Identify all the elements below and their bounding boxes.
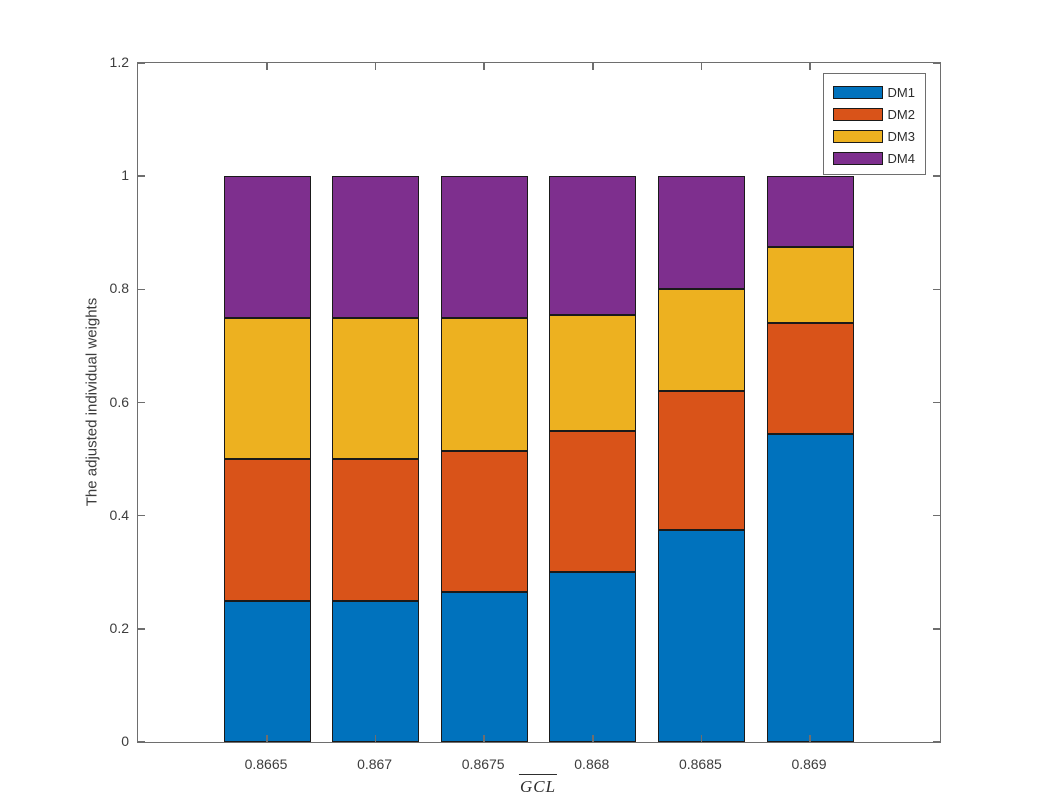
legend-row-DM4: DM4 bbox=[824, 147, 925, 169]
x-tick-top bbox=[592, 63, 594, 70]
x-tick-label-0.869: 0.869 bbox=[791, 756, 827, 772]
y-tick-label-1.2: 1.2 bbox=[109, 54, 129, 70]
y-tick-right bbox=[933, 401, 940, 404]
y-tick-left bbox=[138, 628, 145, 630]
y-tick-left bbox=[138, 288, 145, 291]
legend-label-DM2: DM2 bbox=[887, 106, 915, 122]
bar-segment-DM3-0.8675 bbox=[440, 317, 528, 451]
y-tick-label-0.2: 0.2 bbox=[109, 619, 129, 636]
bar-segment-DM3-0.8685 bbox=[657, 289, 745, 392]
x-tick-top bbox=[809, 63, 811, 70]
bar-segment-DM3-0.8665 bbox=[223, 317, 311, 460]
bar-segment-DM3-0.868 bbox=[549, 314, 637, 431]
legend: DM1 DM2 DM3 DM4 bbox=[822, 73, 926, 175]
legend-label-DM1: DM1 bbox=[887, 84, 915, 100]
bar-segment-DM2-0.8675 bbox=[440, 450, 528, 593]
x-tick-label-0.8675: 0.8675 bbox=[461, 756, 505, 772]
bar-segment-DM4-0.8665 bbox=[223, 176, 311, 318]
y-tick-left bbox=[138, 401, 145, 404]
y-tick-left bbox=[138, 514, 145, 517]
x-tick-bottom bbox=[700, 735, 703, 742]
x-tick-top bbox=[374, 63, 377, 70]
bar-segment-DM1-0.868 bbox=[549, 572, 637, 742]
legend-swatch-DM4 bbox=[832, 151, 883, 165]
bar-segment-DM2-0.869 bbox=[766, 323, 854, 434]
bar-segment-DM2-0.868 bbox=[549, 430, 637, 573]
bar-segment-DM1-0.869 bbox=[766, 433, 854, 742]
bar-segment-DM3-0.867 bbox=[332, 317, 420, 460]
x-tick-label-0.8665: 0.8665 bbox=[244, 756, 288, 772]
y-tick-left bbox=[138, 62, 145, 64]
bar-segment-DM3-0.869 bbox=[766, 246, 854, 324]
x-tick-label-0.867: 0.867 bbox=[357, 756, 393, 772]
legend-row-DM2: DM2 bbox=[824, 103, 925, 125]
bar-segment-DM1-0.867 bbox=[332, 600, 420, 742]
y-tick-label-0: 0 bbox=[121, 733, 129, 749]
bars-layer bbox=[138, 63, 940, 742]
bar-segment-DM2-0.867 bbox=[332, 459, 420, 601]
y-tick-label-0.8: 0.8 bbox=[109, 280, 129, 297]
x-axis-label-text: GCL bbox=[518, 774, 558, 797]
x-tick-label-0.868: 0.868 bbox=[574, 756, 610, 772]
y-tick-label-0.4: 0.4 bbox=[109, 506, 129, 523]
y-tick-right bbox=[933, 62, 940, 64]
bar-segment-DM4-0.8685 bbox=[657, 176, 745, 290]
x-tick-bottom bbox=[809, 735, 811, 742]
x-tick-top bbox=[700, 63, 703, 70]
bar-segment-DM4-0.868 bbox=[549, 176, 637, 315]
x-tick-bottom bbox=[592, 735, 594, 742]
y-tick-right bbox=[933, 628, 940, 630]
x-tick-bottom bbox=[483, 735, 485, 742]
plot-area: DM1 DM2 DM3 DM4 bbox=[137, 62, 941, 743]
bar-segment-DM1-0.8675 bbox=[440, 592, 528, 742]
legend-swatch-DM1 bbox=[832, 85, 883, 99]
x-tick-bottom bbox=[374, 735, 377, 742]
y-tick-label-1: 1 bbox=[121, 167, 129, 184]
legend-swatch-DM3 bbox=[832, 129, 883, 143]
bar-segment-DM4-0.869 bbox=[766, 176, 854, 247]
legend-row-DM3: DM3 bbox=[824, 125, 925, 147]
y-tick-right bbox=[933, 288, 940, 291]
y-tick-left bbox=[138, 741, 145, 743]
legend-row-DM1: DM1 bbox=[824, 81, 925, 103]
x-tick-bottom bbox=[266, 735, 268, 742]
bar-segment-DM2-0.8685 bbox=[657, 391, 745, 530]
legend-swatch-DM2 bbox=[832, 107, 883, 121]
axis-ticks-layer bbox=[138, 62, 940, 743]
legend-label-DM4: DM4 bbox=[887, 150, 915, 166]
y-tick-left bbox=[138, 175, 145, 177]
x-tick-top bbox=[483, 63, 485, 70]
x-axis-label: GCL bbox=[518, 774, 558, 797]
y-tick-right bbox=[933, 175, 940, 177]
bar-segment-DM4-0.8675 bbox=[440, 176, 528, 318]
y-tick-right bbox=[933, 514, 940, 517]
y-tick-label-0.6: 0.6 bbox=[109, 393, 129, 410]
bar-segment-DM4-0.867 bbox=[332, 176, 420, 318]
x-tick-top bbox=[266, 63, 268, 70]
bar-segment-DM1-0.8665 bbox=[223, 600, 311, 742]
x-tick-label-0.8685: 0.8685 bbox=[678, 756, 722, 772]
legend-label-DM3: DM3 bbox=[887, 128, 915, 144]
y-tick-right bbox=[933, 741, 940, 743]
bar-segment-DM2-0.8665 bbox=[223, 459, 311, 601]
bar-segment-DM1-0.8685 bbox=[657, 529, 745, 742]
